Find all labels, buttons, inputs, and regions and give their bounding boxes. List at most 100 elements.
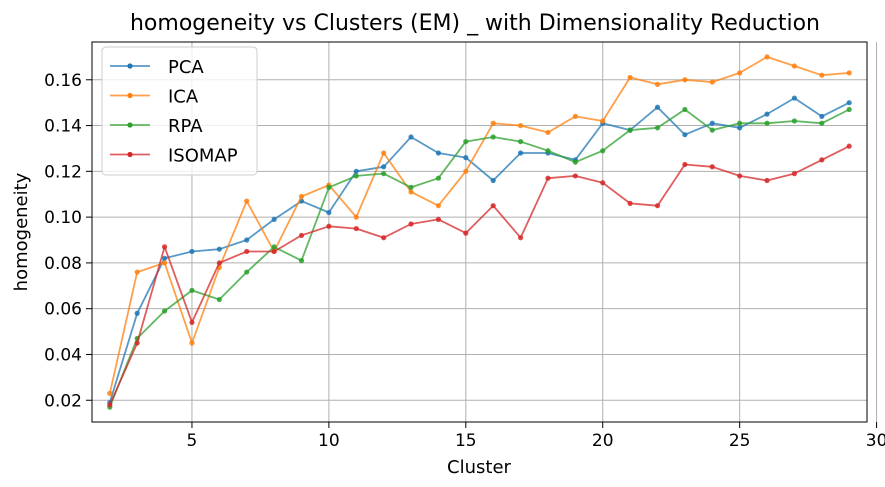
data-point-ica	[545, 129, 551, 136]
data-point-ica	[737, 70, 743, 76]
data-point-ica	[463, 168, 469, 174]
data-point-pca	[819, 113, 825, 119]
data-point-ica	[490, 120, 496, 126]
data-point-ica	[627, 74, 633, 81]
y-tick-label: 0.16	[44, 71, 82, 91]
data-point-rpa	[298, 258, 305, 264]
data-point-rpa	[545, 148, 551, 154]
data-point-isomap	[764, 177, 770, 184]
y-tick-label: 0.10	[44, 208, 82, 228]
data-point-ica	[408, 189, 414, 195]
legend-label-pca: PCA	[168, 57, 204, 78]
data-point-isomap	[463, 230, 469, 236]
data-point-pca	[408, 134, 414, 140]
data-point-rpa	[161, 308, 168, 314]
data-point-isomap	[600, 180, 606, 186]
legend: PCA ICA RPA ISOMAP	[101, 46, 258, 176]
y-axis-label: homogeneity	[11, 172, 32, 291]
data-point-isomap	[326, 223, 332, 229]
data-point-pca	[271, 216, 277, 223]
data-point-rpa	[326, 184, 332, 190]
data-point-rpa	[517, 138, 524, 145]
legend-marker-isomap	[127, 151, 133, 158]
y-tick-label: 0.12	[44, 162, 82, 182]
data-point-pca	[353, 168, 359, 174]
data-point-isomap	[709, 164, 715, 170]
data-point-pca	[134, 310, 140, 316]
data-point-pca	[764, 111, 770, 117]
data-point-pca	[463, 155, 469, 161]
y-tick-label: 0.14	[44, 117, 82, 137]
x-tick-label: 15	[455, 431, 477, 451]
x-axis-label: Cluster	[447, 457, 511, 478]
data-point-isomap	[189, 319, 195, 326]
data-point-ica	[572, 113, 578, 119]
y-tick-label: 0.08	[44, 254, 82, 274]
data-point-isomap	[381, 235, 387, 241]
data-point-ica	[134, 269, 140, 275]
data-point-isomap	[134, 340, 140, 346]
data-point-pca	[654, 104, 661, 110]
data-point-ica	[709, 79, 715, 85]
x-tick-label: 5	[187, 431, 198, 451]
data-point-isomap	[791, 171, 798, 177]
data-point-isomap	[572, 173, 578, 179]
data-point-isomap	[161, 244, 168, 250]
series-line-pca	[108, 97, 850, 403]
data-point-ica	[161, 260, 168, 266]
data-point-rpa	[490, 134, 496, 140]
data-point-isomap	[846, 143, 852, 149]
data-point-rpa	[244, 269, 250, 275]
y-tick-label: 0.04	[44, 345, 82, 365]
data-point-rpa	[846, 106, 852, 113]
data-point-isomap	[435, 216, 442, 223]
data-point-isomap	[408, 221, 414, 227]
x-tick-label: 30	[866, 431, 885, 451]
data-point-ica	[435, 203, 442, 209]
data-point-ica	[791, 63, 798, 69]
data-point-pca	[846, 100, 852, 106]
data-point-ica	[846, 70, 852, 76]
data-point-rpa	[791, 118, 798, 124]
data-point-pca	[709, 120, 715, 126]
data-point-pca	[326, 209, 332, 216]
data-point-pca	[381, 164, 387, 170]
data-point-isomap	[654, 203, 661, 209]
data-point-ica	[819, 72, 825, 78]
data-point-ica	[682, 77, 688, 83]
data-point-pca	[161, 255, 168, 261]
data-point-rpa	[271, 244, 277, 250]
y-tick-label: 0.06	[44, 300, 82, 320]
data-point-rpa	[709, 127, 715, 133]
data-point-isomap	[545, 175, 551, 181]
legend-label-ica: ICA	[168, 87, 199, 108]
ticks: 5 10 15 20 25 30 0.02 0.04 0.06 0.08 0.10 0.12 0.14 0…	[44, 71, 885, 451]
data-point-rpa	[600, 148, 606, 154]
x-tick-label: 25	[729, 431, 751, 451]
x-tick-label: 10	[318, 431, 340, 451]
data-point-pca	[682, 132, 688, 138]
data-point-isomap	[490, 203, 496, 209]
data-point-isomap	[737, 173, 743, 179]
data-point-ica	[764, 54, 770, 60]
data-point-pca	[244, 237, 250, 243]
data-point-isomap	[244, 248, 250, 255]
data-point-rpa	[819, 120, 825, 126]
legend-label-rpa: RPA	[168, 116, 203, 137]
data-point-pca	[737, 125, 743, 131]
plot-frame	[91, 41, 868, 423]
series-line-rpa	[108, 108, 850, 408]
data-point-ica	[381, 150, 387, 156]
data-point-rpa	[572, 159, 578, 165]
data-point-rpa	[682, 106, 688, 113]
series-layer	[107, 54, 852, 410]
data-point-rpa	[435, 175, 442, 181]
legend-marker-pca	[127, 63, 133, 69]
data-point-ica	[244, 198, 250, 204]
data-point-ica	[353, 214, 359, 220]
data-point-pca	[435, 150, 442, 156]
data-point-ica	[107, 390, 113, 396]
data-point-isomap	[298, 232, 305, 239]
x-tick-label: 20	[592, 431, 614, 451]
